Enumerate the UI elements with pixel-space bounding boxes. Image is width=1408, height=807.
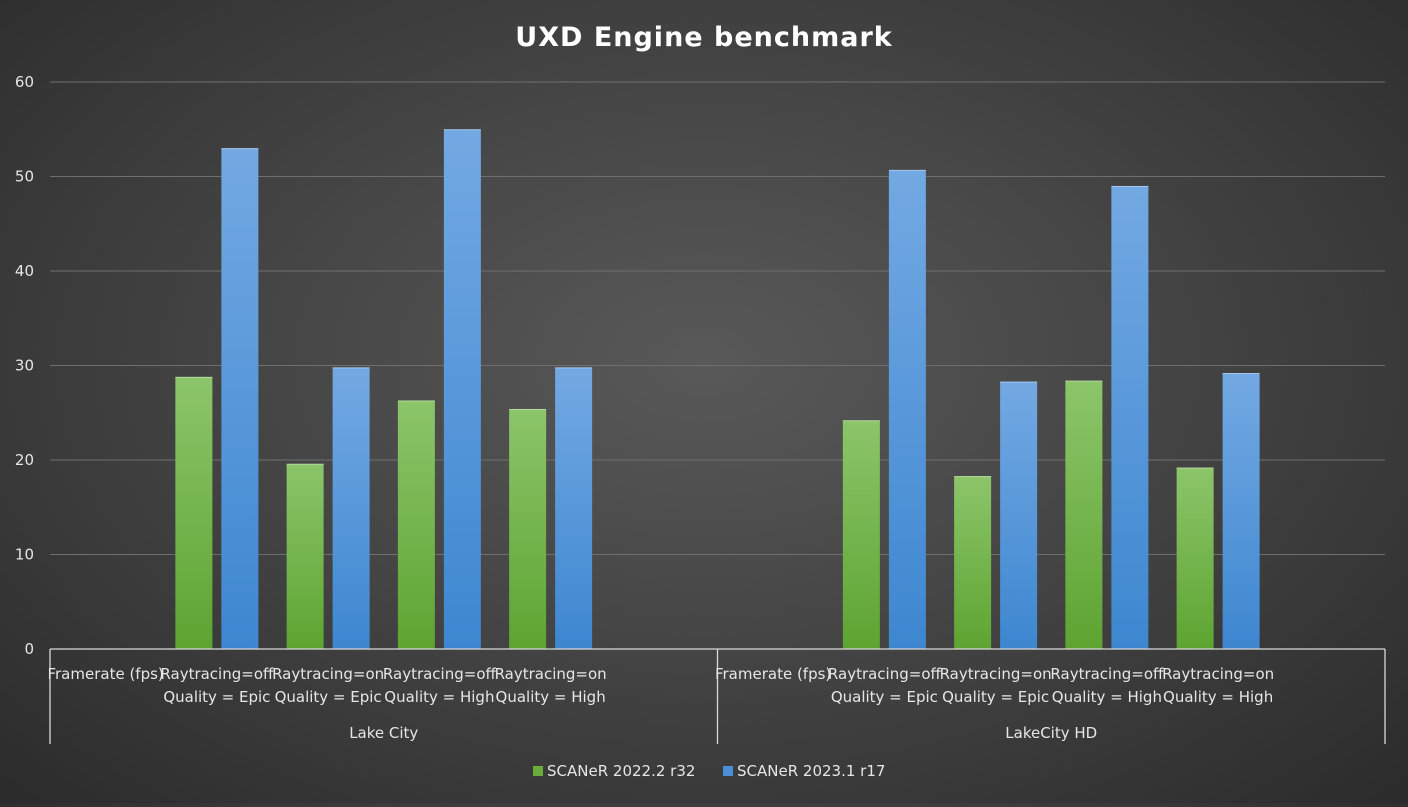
x-category-label: Raytracing=on [272, 665, 384, 683]
bar-scaner-2022-2-r32 [175, 376, 213, 649]
bar-scaner-2022-2-r32 [1176, 467, 1214, 649]
x-category-label: Raytracing=off [160, 665, 274, 683]
bar-scaner-2022-2-r32 [509, 408, 547, 649]
bar-scaner-2022-2-r32 [286, 463, 324, 649]
x-category-label: Raytracing=on [495, 665, 607, 683]
y-tick-label: 30 [15, 357, 34, 375]
x-category-label: Quality = Epic [831, 688, 938, 706]
bar-scaner-2023-1-r17 [888, 169, 926, 649]
x-category-label: Quality = Epic [275, 688, 382, 706]
x-category-label: Quality = High [1163, 688, 1273, 706]
y-tick-label: 50 [15, 168, 34, 186]
x-category-label: Quality = High [1052, 688, 1162, 706]
bar-scaner-2022-2-r32 [842, 420, 880, 649]
gridlines [50, 81, 1385, 555]
y-tick-label: 10 [15, 546, 34, 564]
x-category-label: Quality = Epic [163, 688, 270, 706]
bar-scaner-2023-1-r17 [443, 129, 481, 649]
x-category-label: Raytracing=on [1162, 665, 1274, 683]
bar-scaner-2023-1-r17 [1000, 381, 1038, 649]
bar-scaner-2023-1-r17 [221, 148, 259, 649]
x-category-label: Quality = Epic [942, 688, 1049, 706]
legend-swatch [723, 766, 733, 776]
x-category-label: Raytracing=on [940, 665, 1052, 683]
y-tick-label: 20 [15, 451, 34, 469]
y-tick-label: 40 [15, 262, 34, 280]
x-category-label: Quality = High [384, 688, 494, 706]
x-group-label: Lake City [349, 724, 418, 742]
bar-scaner-2023-1-r17 [1111, 185, 1149, 649]
bar-scaner-2023-1-r17 [332, 367, 370, 649]
chart-title: UXD Engine benchmark [515, 22, 892, 53]
x-category-label: Framerate (fps) [715, 665, 831, 683]
bar-scaner-2022-2-r32 [397, 400, 435, 649]
bar-scaner-2022-2-r32 [954, 476, 992, 649]
x-category-label: Quality = High [496, 688, 606, 706]
bar-scaner-2023-1-r17 [555, 367, 593, 649]
legend-label: SCANeR 2022.2 r32 [547, 762, 695, 780]
legend: SCANeR 2022.2 r32 SCANeR 2023.1 r17 [533, 762, 885, 780]
x-category-label: Raytracing=off [828, 665, 942, 683]
x-category-label: Raytracing=off [1050, 665, 1164, 683]
bar-scaner-2022-2-r32 [1065, 380, 1103, 649]
legend-swatch [533, 766, 543, 776]
y-tick-label: 60 [15, 73, 34, 91]
bar-scaner-2023-1-r17 [1222, 373, 1260, 649]
x-category-label: Raytracing=off [383, 665, 497, 683]
legend-label: SCANeR 2023.1 r17 [737, 762, 885, 780]
y-tick-label: 0 [24, 640, 34, 658]
x-group-label: LakeCity HD [1005, 724, 1097, 742]
x-category-label: Framerate (fps) [47, 665, 163, 683]
bars [175, 129, 1260, 649]
y-axis: 0 10 20 30 40 50 60 [15, 73, 34, 658]
